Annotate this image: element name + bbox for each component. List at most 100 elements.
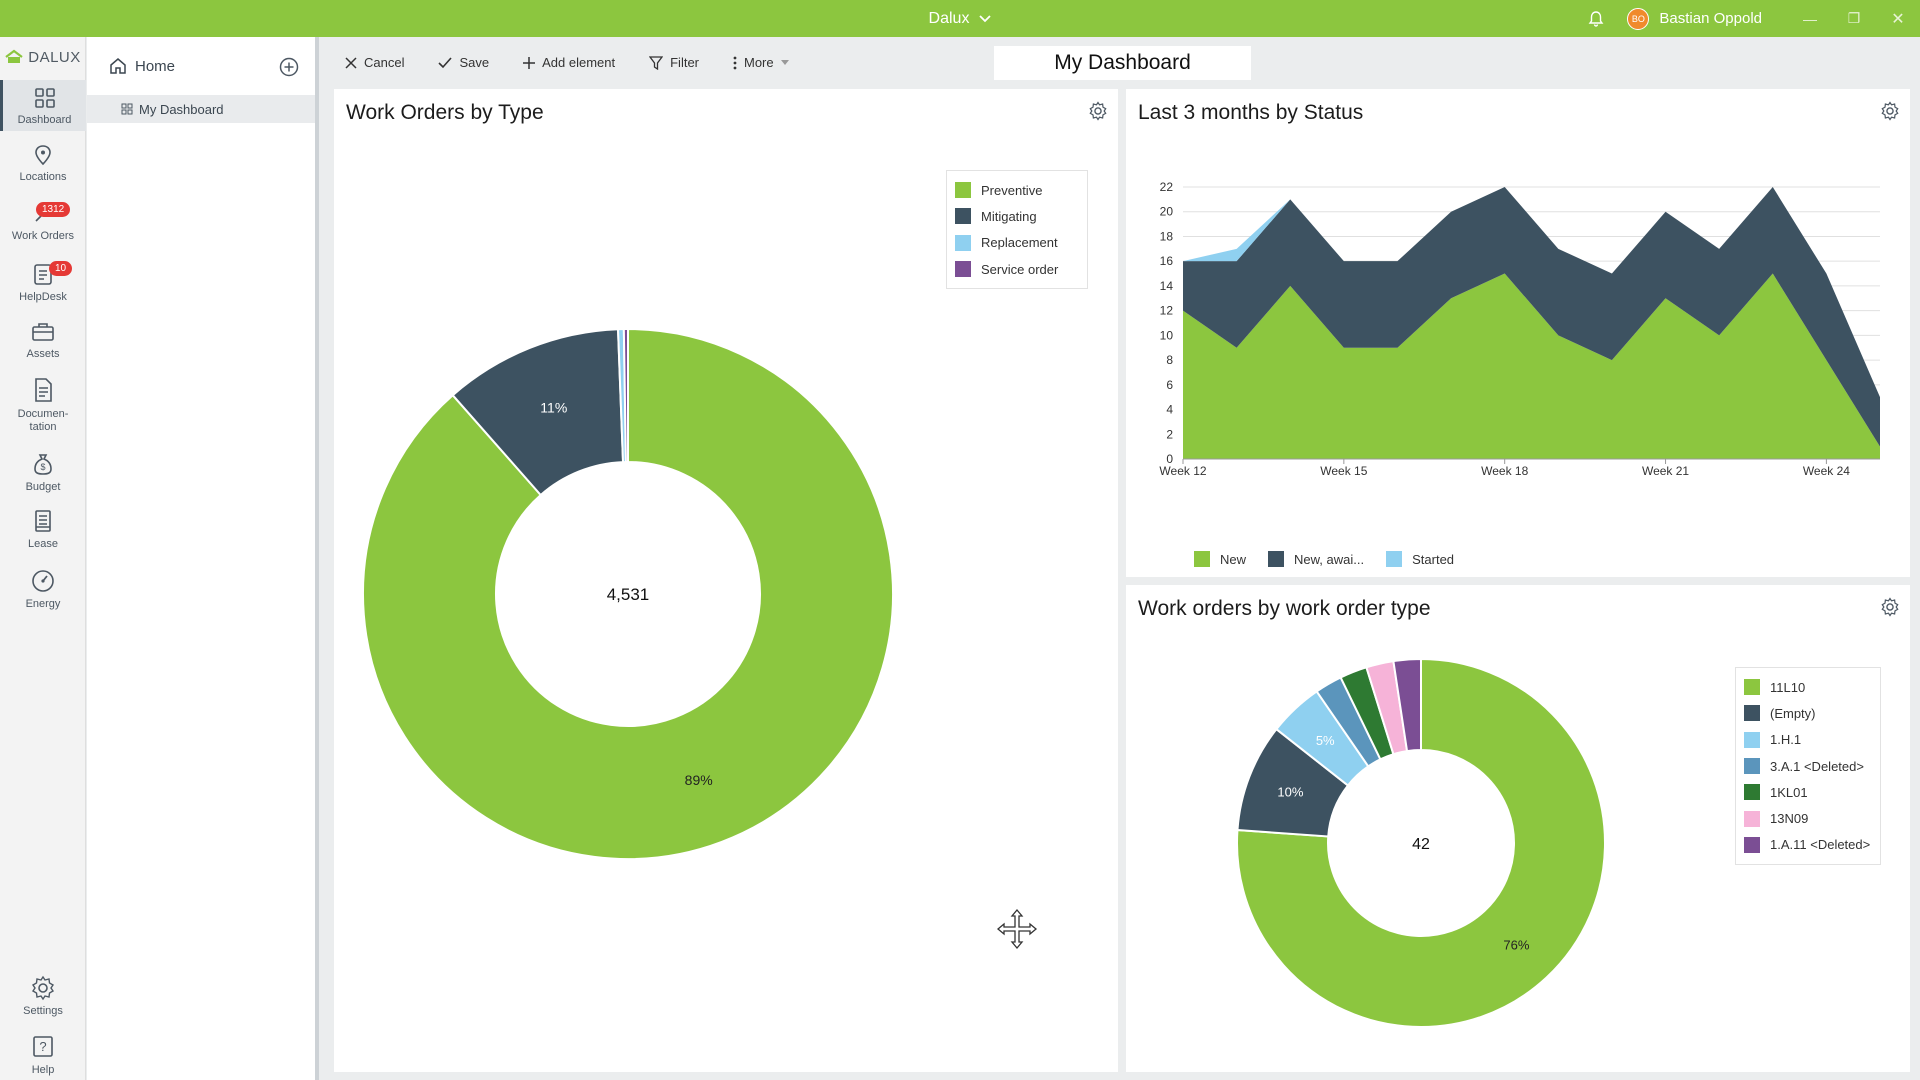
legend-swatch (955, 234, 971, 251)
nav-sub-label: My Dashboard (139, 101, 224, 117)
donut-slice[interactable] (1339, 666, 1395, 761)
app-name: Dalux (928, 9, 970, 27)
legend-item[interactable]: Service order (955, 256, 1079, 282)
check-icon (438, 56, 453, 68)
y-tick-label: 16 (1160, 254, 1174, 268)
y-tick-label: 20 (1160, 205, 1174, 219)
house-logo-icon (5, 49, 23, 63)
legend-swatch (1744, 731, 1760, 748)
legend-swatch (955, 182, 971, 199)
avatar[interactable]: BO (1627, 7, 1650, 30)
toolbar: Cancel Save Add element Filter More My D… (323, 37, 1920, 88)
legend-item[interactable]: 1.A.11 <Deleted> (1744, 832, 1872, 858)
legend-item[interactable]: New, awai... (1268, 551, 1364, 567)
gear-icon[interactable] (1880, 597, 1900, 617)
panel-last-3-months-by-status[interactable]: Last 3 months by Status 0 2 4 6 8 10 12 14 16 18 2… (1126, 89, 1910, 577)
area-chart: 0 2 4 6 8 10 12 14 16 18 20 22 Week 12 Week 15 Week 18… (1159, 180, 1880, 478)
legend-item[interactable]: Preventive (955, 177, 1079, 203)
kebab-icon (733, 56, 737, 69)
legend-item[interactable]: 1.H.1 (1744, 727, 1872, 753)
rail-item-energy[interactable]: Energy (0, 568, 86, 611)
minimize-icon[interactable]: — (1803, 10, 1817, 27)
legend-label: 3.A.1 <Deleted> (1770, 758, 1864, 774)
legend-label: Preventive (981, 182, 1043, 198)
legend-label: 11L10 (1770, 679, 1806, 695)
legend-item[interactable]: 3.A.1 <Deleted> (1744, 753, 1872, 779)
rail-item-dashboard[interactable]: Dashboard (0, 80, 86, 131)
nav-home[interactable]: Home (87, 37, 315, 95)
app-switcher[interactable]: Dalux (0, 0, 1920, 37)
legend-item[interactable]: Started (1386, 551, 1454, 567)
nav-item-my-dashboard[interactable]: My Dashboard (87, 95, 315, 123)
area-series[interactable] (1183, 273, 1880, 459)
y-tick-label: 14 (1160, 279, 1174, 293)
donut-slice[interactable] (1236, 657, 1606, 1028)
y-tick-label: 12 (1160, 304, 1174, 318)
rail-label: Documen- (17, 408, 69, 420)
y-tick-label: 4 (1166, 403, 1173, 417)
bell-icon[interactable] (1587, 10, 1605, 28)
rail-label-2: tation (29, 421, 57, 433)
legend-item[interactable]: 1KL01 (1744, 779, 1872, 805)
legend-item[interactable]: Mitigating (955, 203, 1079, 229)
legend-swatch (1194, 551, 1210, 567)
close-icon[interactable]: ✕ (1891, 10, 1905, 28)
rail-label: Energy (25, 598, 61, 610)
dashboard-small-icon (121, 103, 133, 115)
rail-item-documentation[interactable]: Documen- tation (0, 376, 86, 434)
restore-icon[interactable]: ❐ (1847, 10, 1861, 26)
rail-item-work-orders[interactable]: Work Orders 1312 (0, 202, 86, 243)
legend-item[interactable]: New (1194, 551, 1246, 567)
move-cursor-icon (996, 908, 1038, 950)
plus-icon (523, 56, 536, 69)
rail-item-help[interactable]: ? Help (0, 1034, 86, 1077)
gear-icon[interactable] (1088, 101, 1108, 121)
more-button[interactable]: More (733, 55, 789, 70)
donut-slice[interactable] (622, 327, 629, 464)
legend-item[interactable]: 13N09 (1744, 805, 1872, 831)
cancel-button[interactable]: Cancel (345, 55, 404, 70)
legend-swatch (1386, 551, 1403, 567)
rail-label: Settings (23, 1005, 63, 1017)
panel-work-orders-by-type[interactable]: Work Orders by Type Preventive Mitigatin… (334, 89, 1118, 1072)
y-tick-label: 22 (1160, 180, 1174, 194)
donut-slice[interactable] (451, 328, 625, 497)
rail-item-assets[interactable]: Assets (0, 320, 86, 361)
rail-item-locations[interactable]: Locations (0, 143, 86, 184)
filter-button[interactable]: Filter (649, 55, 699, 70)
donut-slice[interactable] (362, 327, 894, 860)
donut-slice[interactable] (1275, 690, 1370, 787)
donut-slice[interactable] (1236, 727, 1350, 838)
panel-work-orders-by-work-order-type[interactable]: Work orders by work order type 11L10 (Em… (1126, 585, 1910, 1072)
legend-swatch (1744, 784, 1760, 801)
add-element-button[interactable]: Add element (523, 55, 615, 70)
svg-text:?: ? (39, 1039, 46, 1054)
donut-slice[interactable] (1315, 676, 1382, 768)
rail-label: Locations (19, 171, 67, 183)
y-tick-label: 0 (1166, 452, 1173, 466)
legend-swatch (955, 261, 971, 278)
rail-item-settings[interactable]: Settings (0, 975, 86, 1018)
legend-label: Started (1412, 551, 1455, 567)
y-tick-label: 18 (1160, 229, 1174, 243)
save-button[interactable]: Save (438, 55, 489, 70)
donut-slice[interactable] (1365, 659, 1409, 756)
gear-icon[interactable] (1880, 101, 1900, 121)
x-tick-label: Week 12 (1159, 464, 1206, 478)
rail-item-lease[interactable]: Lease (0, 508, 86, 551)
add-circle-icon[interactable] (279, 57, 299, 77)
rail-item-helpdesk[interactable]: HelpDesk 10 (0, 261, 86, 304)
donut-slice[interactable] (616, 328, 627, 464)
legend-item[interactable]: (Empty) (1744, 700, 1872, 726)
area-series[interactable] (1183, 187, 1880, 447)
legend-item[interactable]: 11L10 (1744, 674, 1872, 700)
dalux-logo[interactable]: DALUX (0, 37, 85, 77)
gauge-icon (32, 570, 54, 592)
x-tick-label: Week 24 (1803, 464, 1850, 478)
legend-item[interactable]: Replacement (955, 230, 1079, 256)
dashboard-title[interactable]: My Dashboard (994, 46, 1251, 80)
rail-item-budget[interactable]: $ Budget (0, 451, 86, 494)
location-pin-icon (35, 145, 51, 166)
donut-slice[interactable] (1392, 657, 1422, 753)
user-name[interactable]: Bastian Oppold (1659, 10, 1762, 27)
